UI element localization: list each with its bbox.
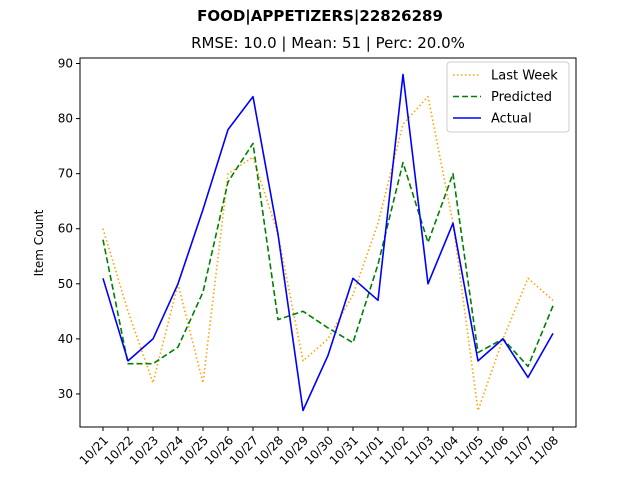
y-tick-label: 70 bbox=[58, 167, 73, 181]
y-tick-label: 30 bbox=[58, 387, 73, 401]
legend-label: Predicted bbox=[491, 90, 552, 105]
y-axis-label-group: Item Count bbox=[32, 209, 46, 276]
legend: Last Week Predicted Actual bbox=[446, 61, 570, 133]
plot-frame bbox=[79, 57, 577, 428]
y-tick-label: 60 bbox=[58, 222, 73, 236]
y-tick-label: 50 bbox=[58, 277, 73, 291]
y-tick-label: 90 bbox=[58, 57, 73, 71]
legend-label: Actual bbox=[491, 112, 532, 127]
x-axis: 10/2110/2210/2310/2410/2510/2610/2710/28… bbox=[77, 427, 561, 468]
legend-label: Last Week bbox=[491, 69, 558, 84]
chart-subtitle: RMSE: 10.0 | Mean: 51 | Perc: 20.0% bbox=[191, 34, 465, 52]
x-tick-label: 11/08 bbox=[527, 433, 561, 467]
series-line-last-week bbox=[102, 95, 554, 412]
y-tick-label: 40 bbox=[58, 332, 73, 346]
chart-title: FOOD|APPETIZERS|22826289 bbox=[197, 7, 443, 25]
series-line-predicted bbox=[102, 142, 554, 368]
y-axis-label: Item Count bbox=[32, 209, 46, 276]
series-line-actual bbox=[102, 73, 554, 412]
series-layer bbox=[102, 73, 554, 412]
legend-box bbox=[446, 61, 570, 133]
y-tick-label: 80 bbox=[58, 112, 73, 126]
y-axis: 30 40 50 60 70 80 90 bbox=[58, 57, 80, 401]
